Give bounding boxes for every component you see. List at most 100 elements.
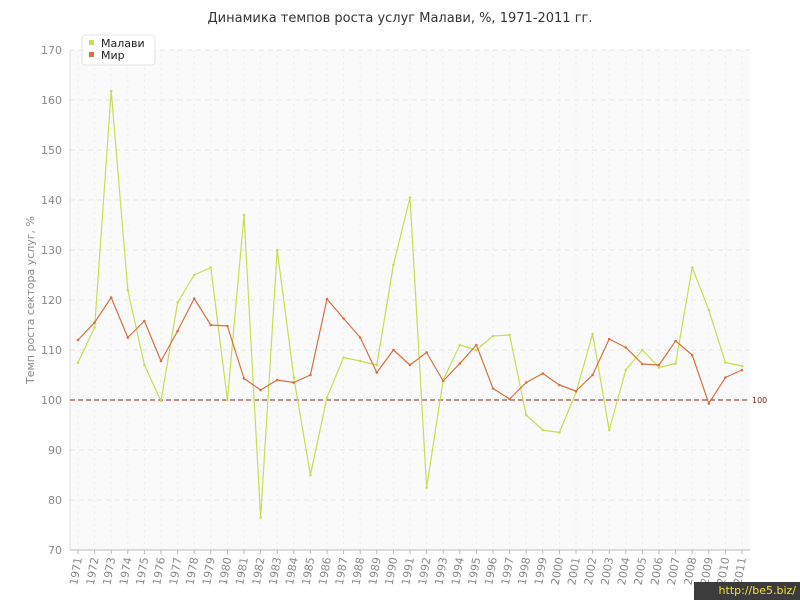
- data-point-world: [508, 397, 511, 401]
- x-tick-label: 1971: [67, 556, 85, 586]
- x-tick-label: 1989: [366, 556, 384, 586]
- y-tick-label: 130: [41, 244, 62, 257]
- data-point-malawi: [408, 196, 412, 199]
- data-point-world: [408, 363, 412, 367]
- series-layer: [76, 89, 744, 519]
- data-point-world: [624, 346, 628, 349]
- legend: Малави Мир: [81, 34, 156, 66]
- data-point-world: [109, 296, 113, 299]
- data-point-malawi: [358, 359, 362, 363]
- y-tick-label: 100: [41, 394, 62, 407]
- y-tick-label: 90: [48, 444, 62, 457]
- data-point-world: [607, 337, 611, 341]
- x-tick-label: 1990: [383, 556, 401, 586]
- data-point-world: [375, 371, 379, 374]
- data-point-world: [275, 378, 279, 382]
- data-point-malawi: [292, 376, 296, 379]
- legend-box: [81, 34, 156, 66]
- x-tick-label: 1998: [515, 556, 533, 586]
- data-point-malawi: [425, 486, 428, 489]
- x-tick-label: 1999: [532, 556, 550, 586]
- reference-line-group: 100: [70, 396, 767, 405]
- y-axis-ticks: 70 80 90 100 110 120 130 140 150 160 170: [41, 44, 62, 557]
- data-point-world: [724, 376, 727, 379]
- x-tick-label: 1980: [217, 556, 235, 586]
- data-point-malawi: [607, 428, 611, 432]
- x-tick-label: 1992: [416, 556, 434, 586]
- data-point-world: [524, 381, 528, 384]
- chart-title: Динамика темпов роста услуг Малави, %, 1…: [208, 11, 593, 26]
- data-point-malawi: [342, 356, 345, 359]
- data-point-world: [342, 317, 345, 320]
- data-point-world: [574, 389, 578, 393]
- data-point-malawi: [392, 263, 395, 267]
- data-point-world: [541, 372, 545, 375]
- data-point-malawi: [591, 332, 594, 336]
- data-point-world: [259, 388, 262, 392]
- data-point-world: [292, 381, 296, 384]
- x-tick-label: 2003: [598, 556, 616, 586]
- x-tick-label: 1983: [266, 556, 284, 586]
- watermark: http://be5.biz/: [694, 582, 800, 600]
- x-tick-label: 1982: [250, 556, 268, 586]
- data-point-malawi: [541, 428, 545, 432]
- x-tick-label: 1977: [167, 556, 185, 586]
- data-point-malawi: [242, 213, 246, 217]
- data-point-malawi: [76, 361, 80, 364]
- y-tick-label: 140: [41, 194, 62, 207]
- data-point-malawi: [558, 431, 561, 434]
- x-tick-label: 1988: [349, 556, 367, 586]
- data-point-malawi: [109, 89, 113, 93]
- data-point-world: [358, 336, 362, 339]
- data-point-malawi: [226, 398, 229, 402]
- x-tick-label: 1995: [466, 556, 484, 586]
- data-point-malawi: [657, 366, 661, 369]
- data-point-world: [242, 377, 246, 380]
- data-point-malawi: [674, 362, 677, 365]
- x-tick-label: 2000: [549, 556, 567, 586]
- x-tick-label: 2008: [681, 556, 699, 586]
- x-tick-label: 2002: [582, 556, 600, 586]
- y-tick-label: 110: [41, 344, 62, 357]
- data-point-world: [76, 338, 80, 342]
- data-point-world: [674, 339, 677, 343]
- x-tick-label: 1997: [499, 556, 517, 586]
- data-point-world: [392, 348, 395, 352]
- x-tick-label: 1972: [84, 556, 102, 586]
- data-point-world: [325, 297, 329, 301]
- x-tick-label: 2006: [648, 556, 666, 586]
- data-point-malawi: [143, 363, 146, 367]
- data-point-malawi: [624, 368, 628, 372]
- legend-label-malawi: Малави: [101, 37, 145, 50]
- y-tick-label: 80: [48, 494, 62, 507]
- data-point-world: [143, 319, 146, 323]
- legend-label-world: Мир: [101, 49, 125, 62]
- data-point-world: [475, 343, 478, 347]
- data-point-malawi: [707, 308, 711, 312]
- x-tick-label: 2004: [615, 556, 633, 586]
- x-tick-label: 1991: [399, 556, 417, 586]
- x-tick-label: 1978: [183, 556, 201, 586]
- data-point-world: [558, 383, 561, 387]
- data-point-malawi: [325, 396, 329, 399]
- data-point-malawi: [275, 248, 279, 252]
- x-tick-label: 1996: [482, 556, 500, 586]
- y-axis-label: Темп роста сектора услуг, %: [24, 216, 37, 385]
- y-tick-label: 150: [41, 144, 62, 157]
- data-point-world: [657, 363, 661, 367]
- x-tick-label: 1985: [300, 556, 318, 586]
- data-point-world: [176, 329, 179, 333]
- x-tick-label: 1994: [449, 556, 467, 586]
- data-point-malawi: [309, 473, 312, 477]
- data-point-malawi: [641, 348, 644, 352]
- data-point-malawi: [724, 361, 727, 364]
- y-tick-label: 170: [41, 44, 62, 57]
- x-tick-label: 1973: [100, 556, 118, 586]
- x-tick-label: 1976: [150, 556, 168, 586]
- data-point-world: [192, 297, 196, 300]
- data-point-world: [93, 321, 96, 324]
- data-point-malawi: [508, 333, 511, 337]
- data-point-world: [740, 368, 744, 372]
- data-point-malawi: [524, 413, 528, 417]
